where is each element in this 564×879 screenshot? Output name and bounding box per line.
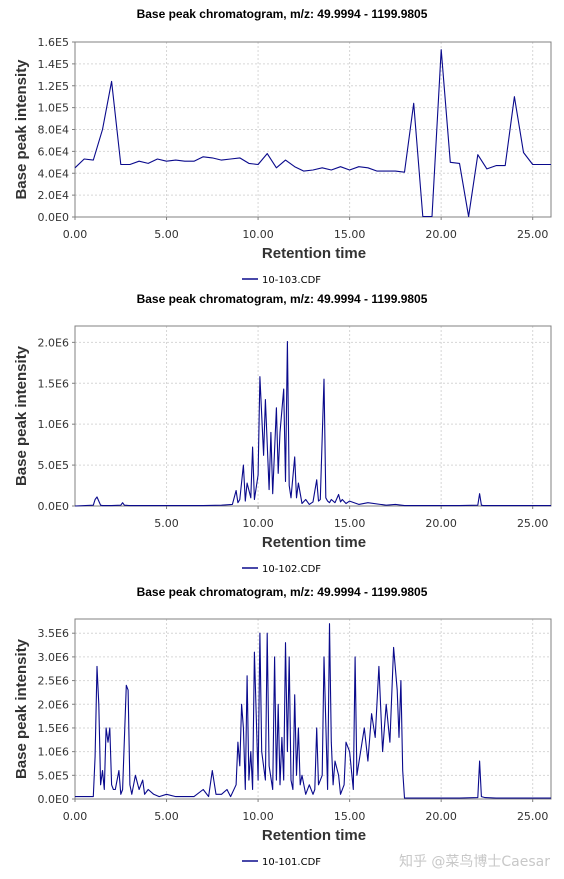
x-tick-label: 15.00 (334, 517, 366, 530)
y-tick-label: 2.0E6 (38, 698, 69, 711)
chart-panel-2: Base peak chromatogram, m/z: 49.9994 - 1… (0, 290, 564, 583)
y-tick-label: 2.0E4 (38, 189, 69, 202)
y-tick-label: 3.5E6 (38, 627, 69, 640)
x-tick-label: 0.00 (63, 228, 88, 241)
plot-frame (74, 618, 552, 800)
x-axis-label: Retention time (262, 245, 366, 262)
y-tick-label: 1.2E5 (38, 80, 69, 93)
y-tick-label: 1.0E6 (38, 746, 69, 759)
x-tick-label: 10.00 (242, 517, 274, 530)
x-axis-label: Retention time (262, 827, 366, 844)
x-tick-label: 10.00 (242, 810, 274, 823)
y-tick-label: 4.0E4 (38, 167, 69, 180)
chart-title: Base peak chromatogram, m/z: 49.9994 - 1… (137, 292, 428, 306)
chart-panel-1: Base peak chromatogram, m/z: 49.9994 - 1… (0, 0, 564, 293)
y-axis-label: Base peak intensity (13, 345, 30, 486)
x-tick-label: 20.00 (425, 228, 457, 241)
watermark-text: 知乎 @菜鸟博士Caesar (398, 854, 550, 870)
y-tick-label: 1.5E6 (38, 722, 69, 735)
x-tick-label: 5.00 (154, 517, 179, 530)
chart-1: Base peak chromatogram, m/z: 49.9994 - 1… (13, 7, 552, 286)
y-tick-label: 6.0E4 (38, 145, 69, 158)
x-tick-label: 0.00 (63, 810, 88, 823)
series-line (74, 340, 551, 507)
x-tick-label: 25.00 (517, 810, 549, 823)
y-tick-label: 2.0E6 (38, 336, 69, 349)
x-tick-label: 5.00 (154, 810, 179, 823)
y-tick-label: 1.6E5 (38, 36, 69, 49)
y-axis-label: Base peak intensity (13, 638, 30, 779)
y-axis-label: Base peak intensity (13, 59, 30, 200)
x-tick-label: 15.00 (334, 228, 366, 241)
x-axis-label: Retention time (262, 534, 366, 551)
x-tick-label: 5.00 (154, 228, 179, 241)
chart-panel-3: Base peak chromatogram, m/z: 49.9994 - 1… (0, 583, 564, 876)
y-tick-label: 2.5E6 (38, 675, 69, 688)
legend-label: 10-102.CDF (262, 564, 321, 575)
y-tick-label: 1.5E6 (38, 377, 69, 390)
x-tick-label: 15.00 (334, 810, 366, 823)
y-tick-label: 8.0E4 (38, 124, 69, 137)
legend-label: 10-103.CDF (262, 275, 321, 286)
chart-2: Base peak chromatogram, m/z: 49.9994 - 1… (13, 292, 552, 575)
chart-title: Base peak chromatogram, m/z: 49.9994 - 1… (137, 7, 428, 21)
y-tick-label: 1.0E6 (38, 418, 69, 431)
y-tick-label: 5.0E5 (38, 459, 69, 472)
plot-frame (74, 325, 552, 507)
series-line (74, 49, 551, 218)
y-tick-label: 1.4E5 (38, 58, 69, 71)
y-tick-label: 1.0E5 (38, 102, 69, 115)
legend-label: 10-101.CDF (262, 857, 321, 868)
x-tick-label: 25.00 (517, 228, 549, 241)
x-tick-label: 20.00 (425, 810, 457, 823)
x-tick-label: 20.00 (425, 517, 457, 530)
y-tick-label: 3.0E6 (38, 651, 69, 664)
plot-area (75, 326, 551, 506)
chart-title: Base peak chromatogram, m/z: 49.9994 - 1… (137, 585, 428, 599)
plot-area (75, 619, 551, 799)
y-tick-label: 0.0E0 (38, 211, 69, 224)
y-tick-label: 0.0E0 (38, 500, 69, 513)
y-tick-label: 5.0E5 (38, 769, 69, 782)
x-tick-label: 10.00 (242, 228, 274, 241)
x-tick-label: 25.00 (517, 517, 549, 530)
chart-3: Base peak chromatogram, m/z: 49.9994 - 1… (13, 585, 552, 868)
y-tick-label: 0.0E0 (38, 793, 69, 806)
series-line (75, 623, 551, 799)
